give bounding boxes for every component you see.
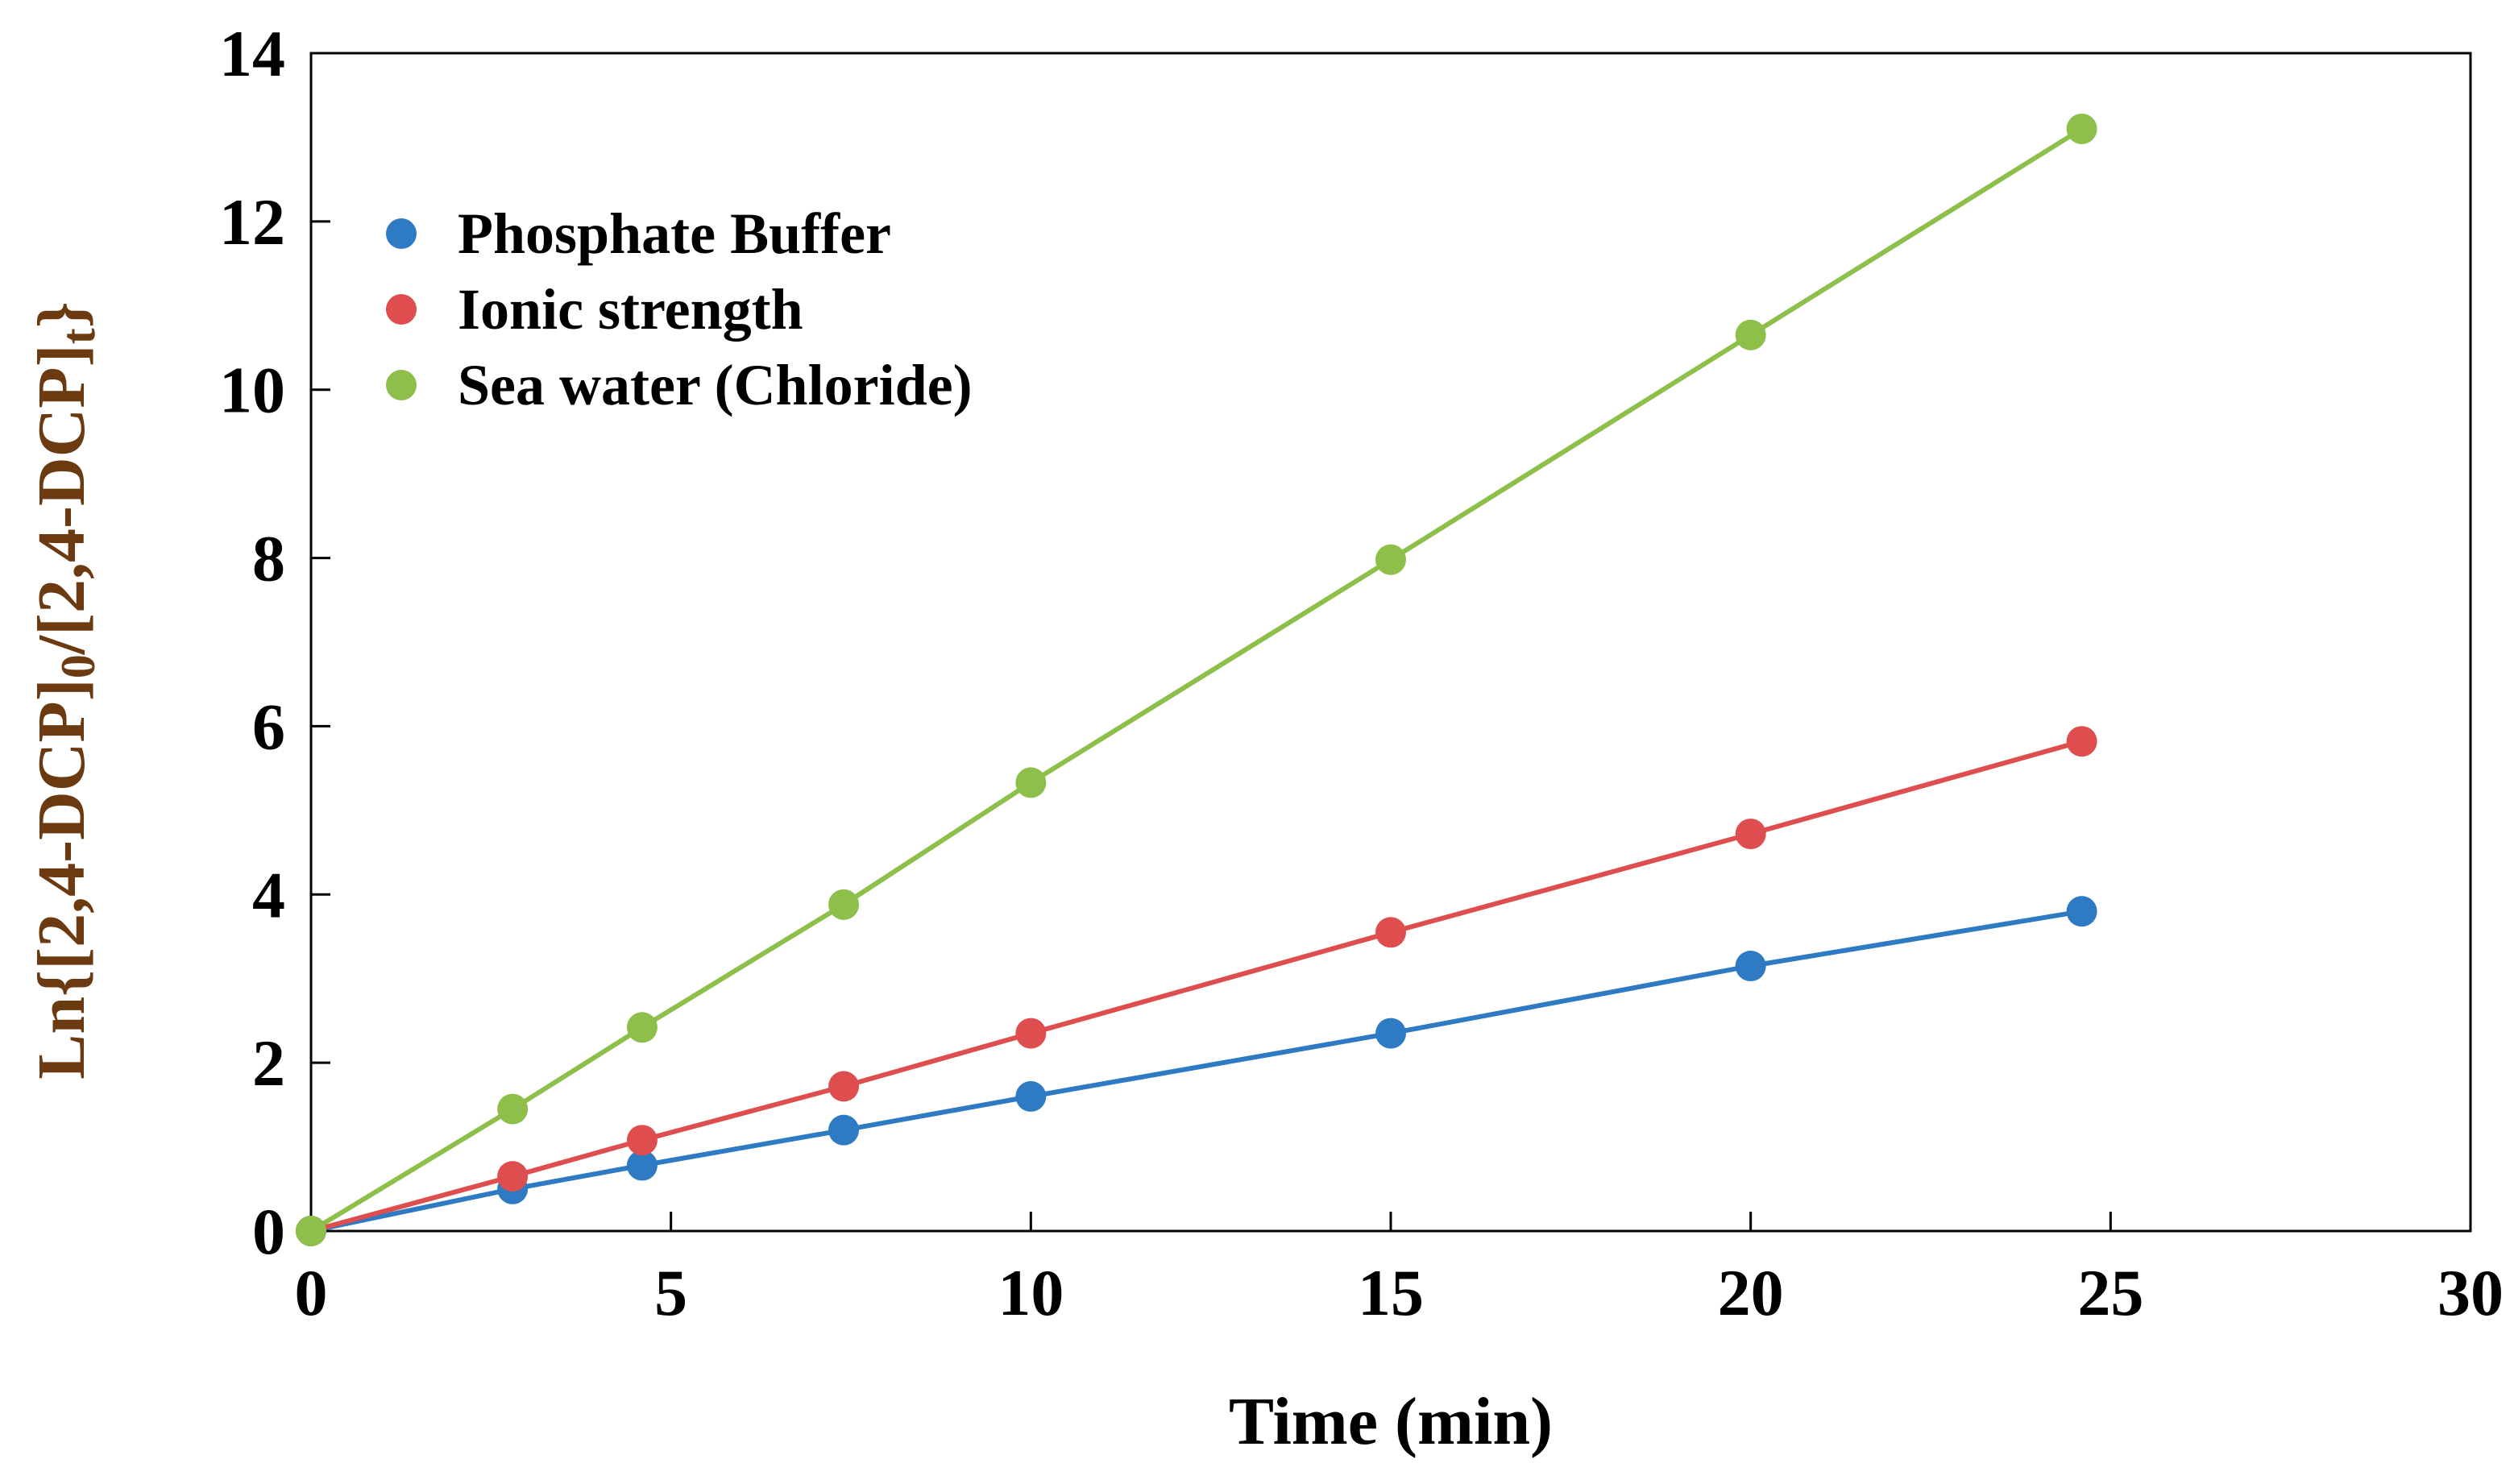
x-tick-label: 0 <box>295 1256 328 1329</box>
x-tick-label: 25 <box>2077 1256 2143 1329</box>
x-axis-ticks: 0 5 10 15 20 25 30 <box>295 1212 2504 1329</box>
legend-marker-ionic-strength <box>386 294 417 325</box>
data-point-phosphate-buffer <box>1735 951 1766 982</box>
data-point-phosphate-buffer <box>1015 1080 1047 1112</box>
y-tick-label: 0 <box>252 1195 285 1268</box>
data-point-ionic-strength <box>626 1125 658 1156</box>
series-lines <box>309 126 2084 1233</box>
x-tick-label: 15 <box>1358 1256 1424 1329</box>
y-tick-label: 10 <box>219 354 285 427</box>
data-point-ionic-strength <box>828 1071 860 1102</box>
legend-marker-sea-water-chloride <box>386 370 417 400</box>
y-axis-title-part-main: Ln{[2,4-DCP] <box>24 678 99 1079</box>
x-tick-label: 5 <box>654 1256 687 1329</box>
data-point-sea-water-chloride <box>626 1012 658 1043</box>
data-point-sea-water-chloride <box>1015 767 1047 798</box>
y-axis-title-part-mid: /[2,4-DCP] <box>24 344 99 655</box>
data-point-sea-water-chloride <box>2066 113 2097 144</box>
data-point-phosphate-buffer <box>828 1114 860 1146</box>
x-axis-title: Time (min) <box>1229 1384 1553 1459</box>
series-line-ionic-strength <box>310 739 2083 1233</box>
y-tick-label: 8 <box>252 522 285 595</box>
y-axis-title-subscript-0: 0 <box>52 654 105 678</box>
x-tick-label: 20 <box>1718 1256 1784 1329</box>
data-point-sea-water-chloride <box>1375 544 1406 575</box>
y-axis-title: Ln{[2,4-DCP]0/[2,4-DCP]t} <box>24 301 105 1079</box>
series-line-phosphate-buffer <box>310 909 2083 1233</box>
data-point-sea-water-chloride <box>1735 319 1766 350</box>
data-point-sea-water-chloride <box>497 1093 529 1125</box>
legend-label-sea-water-chloride: Sea water (Chloride) <box>458 353 973 417</box>
y-tick-label: 6 <box>252 690 285 763</box>
y-axis-ticks: 0 2 4 6 8 10 12 14 <box>219 17 330 1268</box>
data-point-ionic-strength <box>1015 1018 1047 1049</box>
y-tick-label: 2 <box>252 1026 285 1100</box>
data-point-phosphate-buffer <box>626 1150 658 1181</box>
data-point-ionic-strength <box>1735 819 1766 850</box>
series-line-sea-water-chloride <box>309 126 2084 1233</box>
data-point-ionic-strength <box>1375 917 1406 948</box>
legend-label-phosphate-buffer: Phosphate Buffer <box>458 201 891 266</box>
legend-label-ionic-strength: Ionic strength <box>458 277 803 342</box>
y-axis-title-subscript-t: t <box>52 328 105 344</box>
data-point-phosphate-buffer <box>2066 896 2097 927</box>
data-point-phosphate-buffer <box>1375 1018 1406 1049</box>
x-tick-label: 30 <box>2437 1256 2504 1329</box>
y-tick-label: 4 <box>252 858 285 931</box>
legend-marker-phosphate-buffer <box>386 218 417 249</box>
y-axis-title-part-end: } <box>24 301 99 328</box>
y-tick-label: 14 <box>219 17 285 90</box>
data-point-ionic-strength <box>497 1161 529 1192</box>
data-point-sea-water-chloride <box>828 889 860 920</box>
x-tick-label: 10 <box>998 1256 1064 1329</box>
legend: Phosphate Buffer Ionic strength Sea water … <box>386 201 973 417</box>
data-point-sea-water-chloride <box>296 1216 326 1246</box>
series-points <box>296 113 2097 1246</box>
y-tick-label: 12 <box>219 185 285 259</box>
data-point-ionic-strength <box>2066 726 2097 757</box>
